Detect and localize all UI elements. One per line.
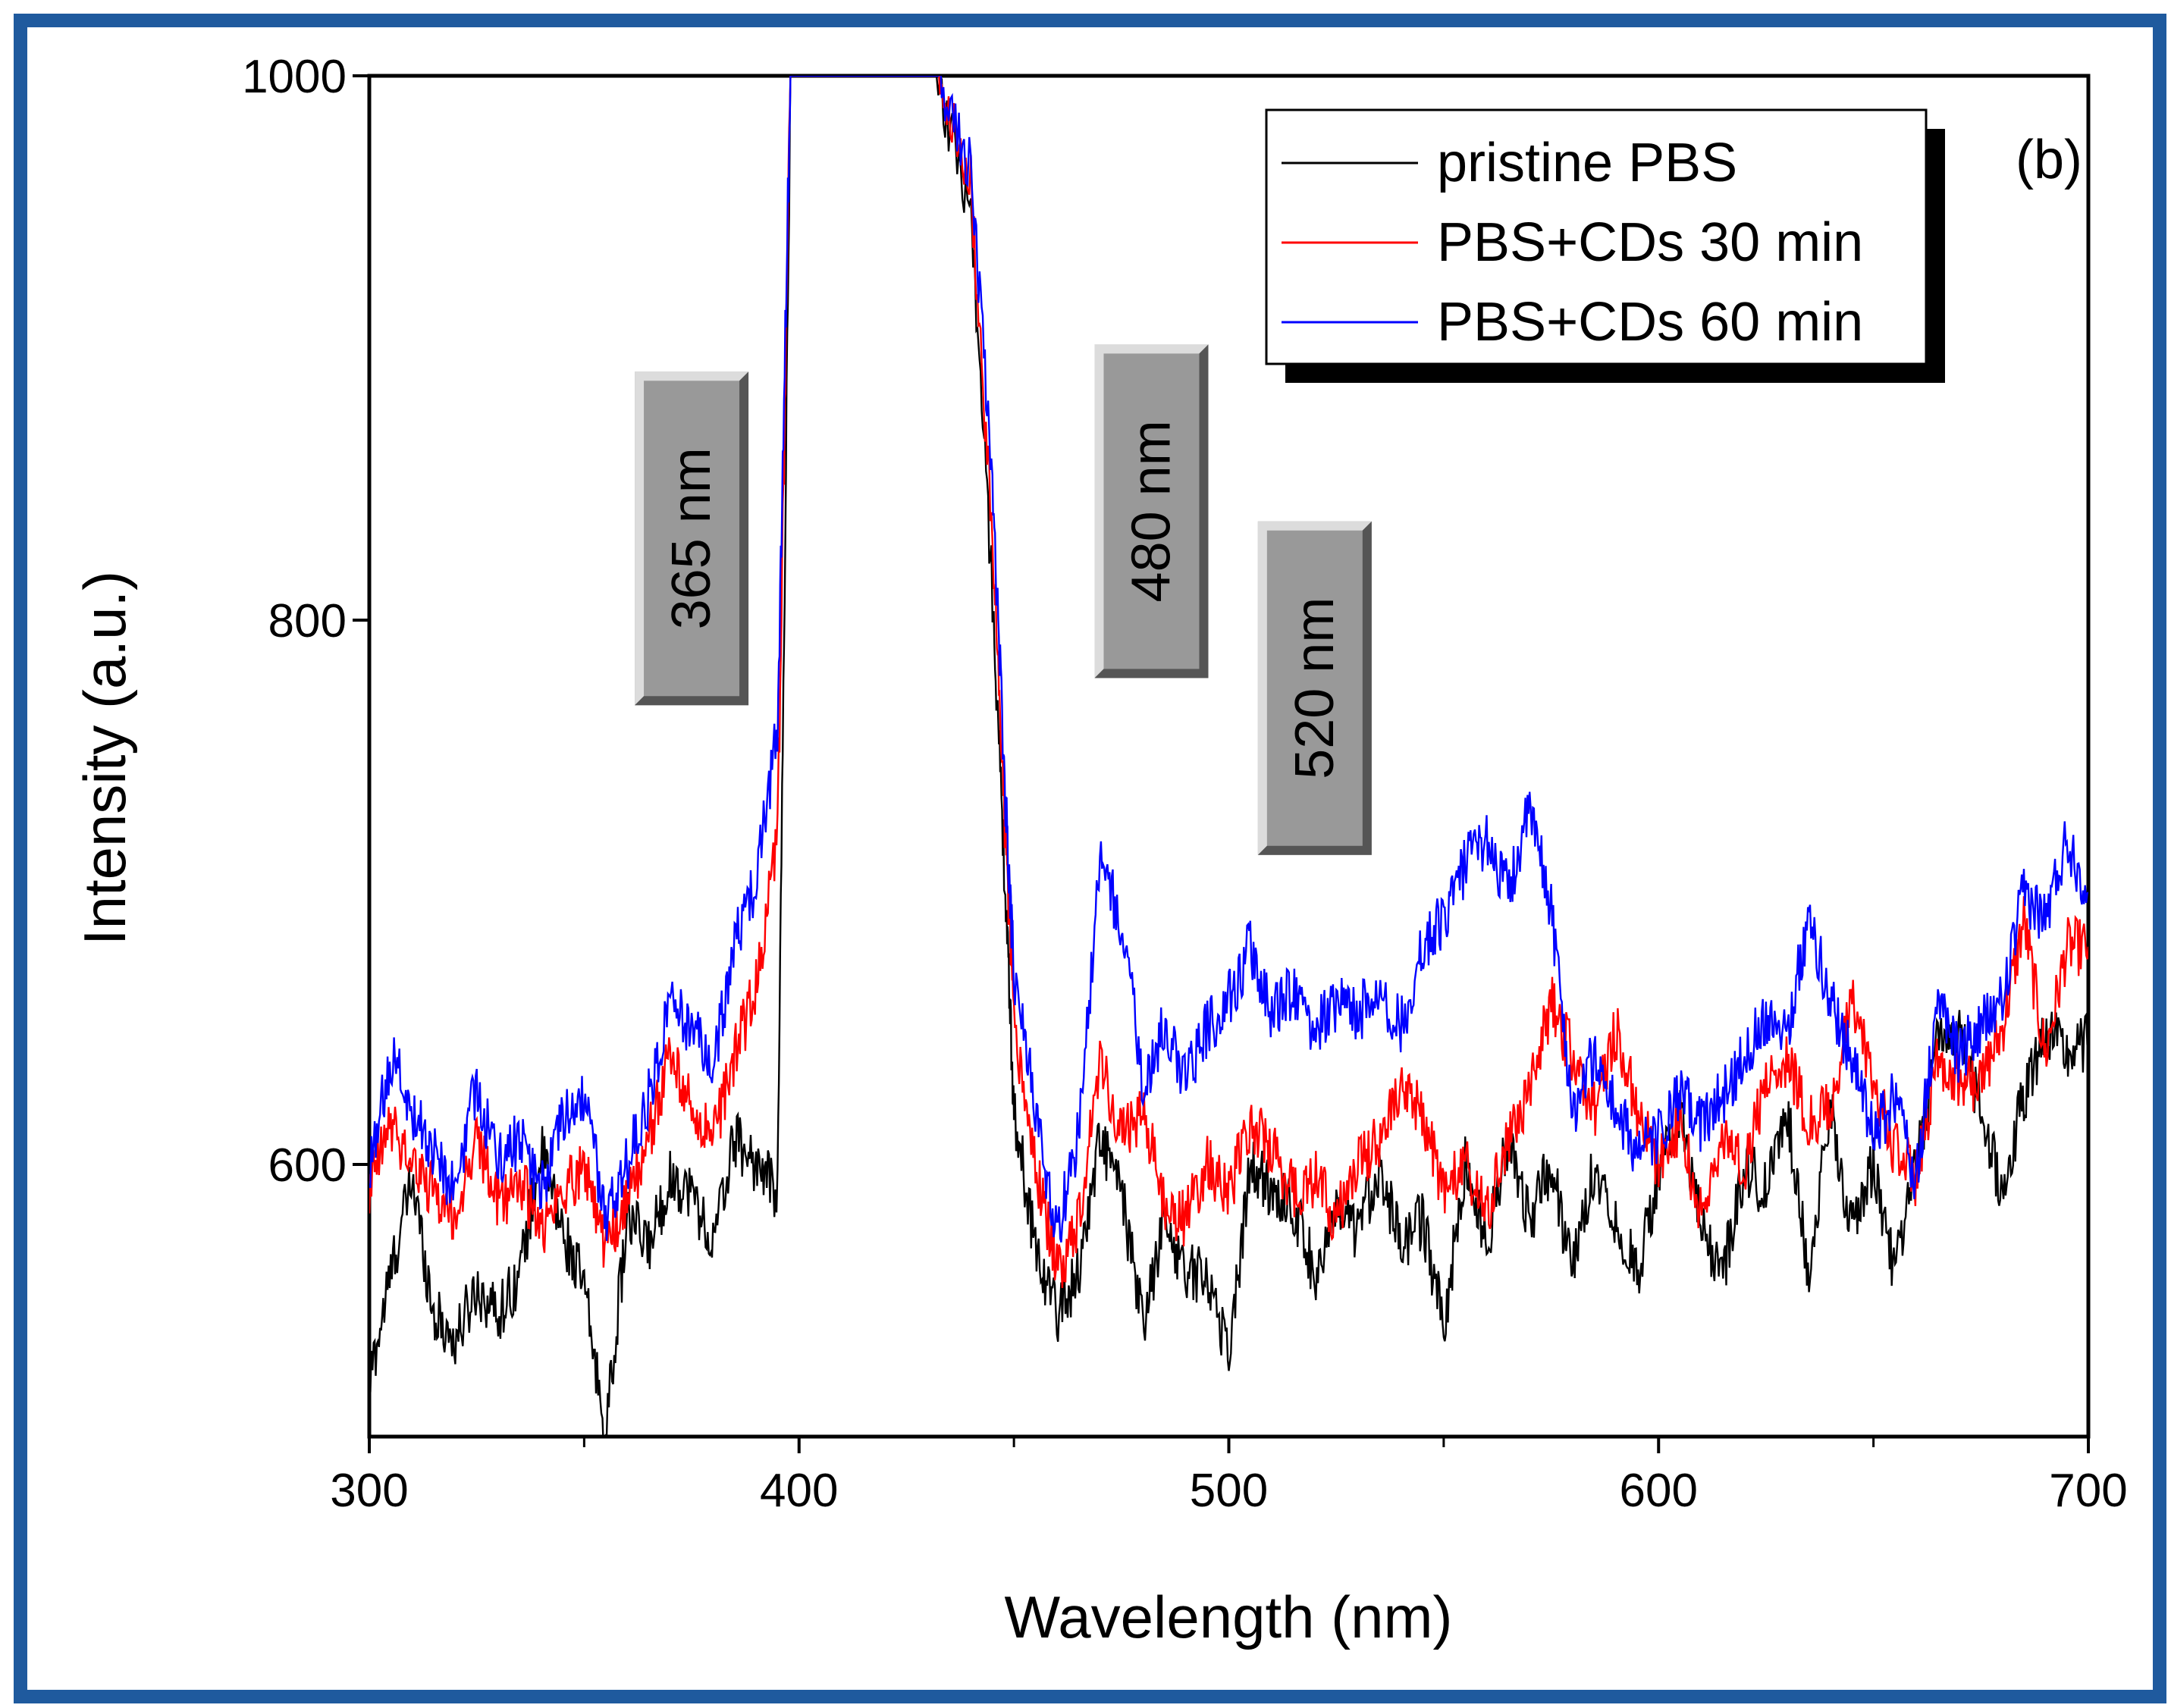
- callout-1: 480 nm: [1094, 344, 1209, 678]
- callout-0: 365 nm: [635, 371, 749, 706]
- axis-layer: 300 400 500 600 700 600 800 1000: [242, 51, 2128, 1517]
- x-axis-title: Wavelength (nm): [1005, 1584, 1453, 1650]
- callout-box: [1094, 344, 1209, 678]
- callout-layer: 365 nm 480 nm 520 nm: [635, 344, 1372, 855]
- y-tick-label: 800: [268, 595, 347, 647]
- x-tick-label: 700: [2049, 1465, 2127, 1517]
- legend-label: pristine PBS: [1437, 133, 1737, 193]
- series-line-0: [369, 76, 2088, 1437]
- legend: pristine PBS PBS+CDs 30 min PBS+CDs 60 min: [1265, 108, 1945, 383]
- panel-label: (b): [2016, 130, 2082, 190]
- callout-label: 365 nm: [661, 447, 722, 629]
- callout-box: [1257, 521, 1372, 855]
- y-tick-label: 1000: [242, 51, 347, 103]
- series-line-2: [369, 76, 2088, 1243]
- legend-label: PBS+CDs 30 min: [1437, 212, 1863, 273]
- y-axis-title: Intensity (a.u.): [71, 571, 138, 945]
- callout-label: 520 nm: [1285, 597, 1345, 779]
- callout-box: [635, 371, 749, 706]
- series-layer: [369, 76, 2088, 1437]
- x-tick-label: 300: [330, 1465, 408, 1517]
- callout-2: 520 nm: [1257, 521, 1372, 855]
- x-tick-label: 500: [1190, 1465, 1268, 1517]
- legend-label: PBS+CDs 60 min: [1437, 292, 1863, 353]
- x-tick-label: 600: [1620, 1465, 1698, 1517]
- callout-label: 480 nm: [1121, 420, 1181, 602]
- y-tick-label: 600: [268, 1139, 347, 1192]
- series-line-1: [369, 76, 2088, 1288]
- x-tick-label: 400: [760, 1465, 838, 1517]
